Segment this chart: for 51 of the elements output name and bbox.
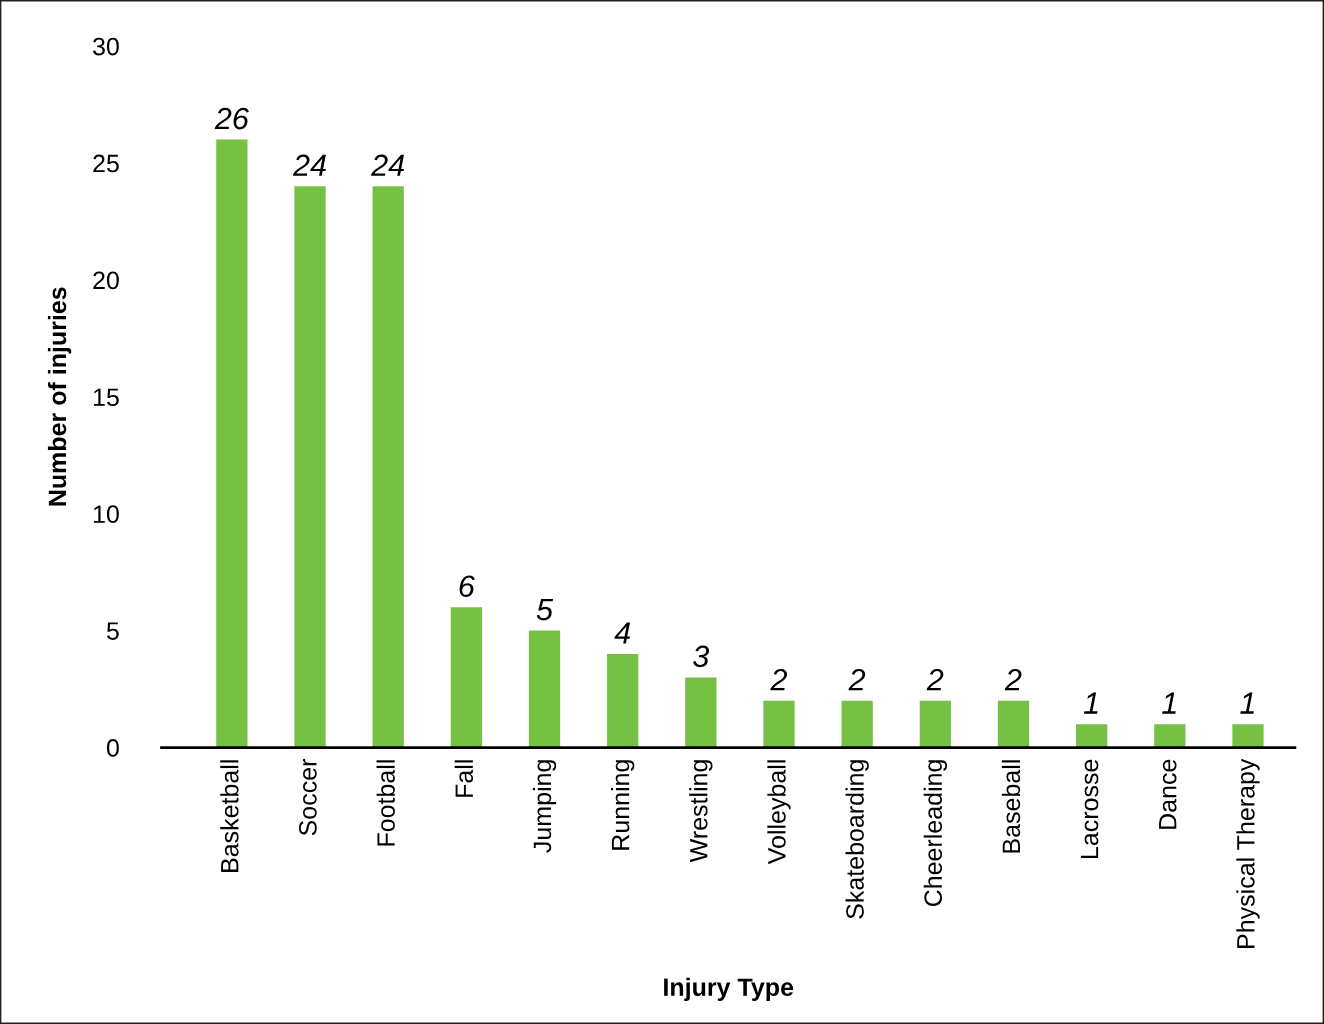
x-tick-label: Jumping xyxy=(532,760,557,853)
bar xyxy=(685,677,717,748)
bar xyxy=(1154,724,1186,748)
x-tick-label: Fall xyxy=(454,760,474,797)
y-axis-title: Number of injuries xyxy=(47,287,72,506)
data-label: 6 xyxy=(459,575,475,598)
y-tick-label: 0 xyxy=(106,739,119,757)
x-tick-label: Skateboarding xyxy=(845,760,869,919)
x-tick-label: Basketball xyxy=(220,760,239,872)
data-label: 4 xyxy=(614,622,631,644)
data-label: 2 xyxy=(1004,668,1022,691)
x-tick-label: Wrestling xyxy=(689,760,713,863)
x-tick-label: Soccer xyxy=(299,759,317,836)
data-label: 1 xyxy=(1083,692,1098,714)
data-label: 1 xyxy=(1240,692,1254,714)
x-tick-label: Lacrosse xyxy=(1080,759,1099,859)
x-tick-label: Baseball xyxy=(1001,760,1021,853)
data-label: 3 xyxy=(693,645,710,668)
y-tick-label: 5 xyxy=(106,622,119,640)
data-label: 2 xyxy=(848,668,866,691)
x-tick-label: Dance xyxy=(1159,759,1177,829)
data-label: 2 xyxy=(926,668,944,691)
y-tick-label: 10 xyxy=(93,505,119,524)
bar xyxy=(1076,724,1108,748)
x-axis-title: Injury Type xyxy=(664,977,794,1002)
bar xyxy=(607,653,639,748)
data-label: 24 xyxy=(292,154,326,176)
data-label: 2 xyxy=(770,668,788,691)
bar xyxy=(216,139,248,748)
bar xyxy=(1232,724,1264,748)
bar xyxy=(450,607,482,748)
bar xyxy=(841,700,873,748)
bar xyxy=(528,630,561,748)
x-tick-label: Cheerleading xyxy=(923,760,947,907)
bar xyxy=(372,186,404,748)
data-label: 24 xyxy=(371,154,405,176)
bar xyxy=(294,186,326,748)
x-tick-label: Volleyball xyxy=(767,760,791,865)
bar xyxy=(763,700,795,748)
data-label: 1 xyxy=(1162,692,1176,714)
y-tick-label: 25 xyxy=(93,154,119,173)
bar xyxy=(919,700,951,748)
x-tick-label: Running xyxy=(611,760,635,850)
x-tick-label: Physical Therapy xyxy=(1236,758,1260,948)
data-label: 26 xyxy=(214,107,249,130)
x-tick-label: Football xyxy=(376,760,395,846)
bar xyxy=(997,700,1030,748)
y-tick-label: 15 xyxy=(93,388,119,407)
data-label: 5 xyxy=(536,599,554,621)
y-tick-label: 20 xyxy=(93,271,119,290)
y-tick-label: 30 xyxy=(93,37,119,56)
